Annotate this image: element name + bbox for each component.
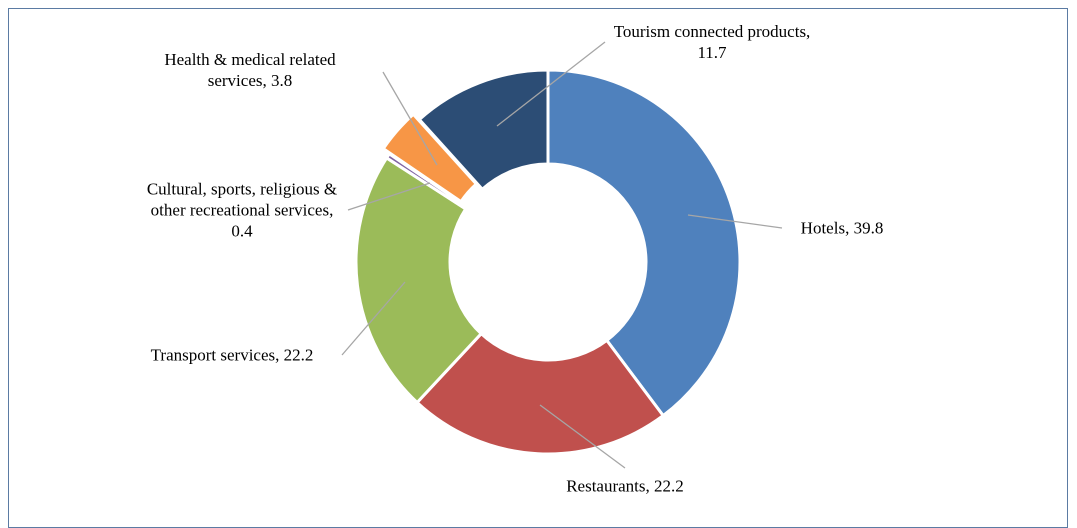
data-label: Transport services, 22.2 [127,345,337,366]
data-label: Health & medical related services, 3.8 [155,49,345,91]
data-label: Cultural, sports, religious & other recr… [142,179,342,242]
label-category: Transport services, [150,345,280,365]
leader-line [341,281,406,356]
data-label: Restaurants, 22.2 [566,476,684,497]
donut-slice [417,68,550,192]
plot [341,41,783,469]
label-category: Cultural, sports, religious & other recr… [146,179,338,220]
label-category: Tourism connected products, [613,22,811,41]
data-label: Hotels, 39.8 [801,218,884,239]
leader-line [347,182,431,211]
data-label: Tourism connected products, 11.7 [612,21,812,63]
label-category: Health & medical related services, [164,50,336,90]
label-value: 11.7 [697,43,727,62]
label-category: Hotels, [800,218,850,238]
leader-line [687,214,783,229]
chart: Hotels, 39.8 Restaurants, 22.2 Transport s… [8,8,1068,528]
leader-line [539,404,626,469]
leader-line [496,41,606,127]
label-value: 22.2 [283,345,314,365]
label-category: Restaurants, [566,476,650,496]
label-value: 39.8 [853,218,884,238]
donut-slice [546,68,742,418]
label-value: 3.8 [271,71,293,90]
label-value: 0.4 [231,221,253,241]
donut-slice [354,155,484,405]
donut-slice [414,331,666,456]
label-value: 22.2 [654,476,684,496]
leader-line [382,71,438,166]
donut-slice [384,151,470,211]
